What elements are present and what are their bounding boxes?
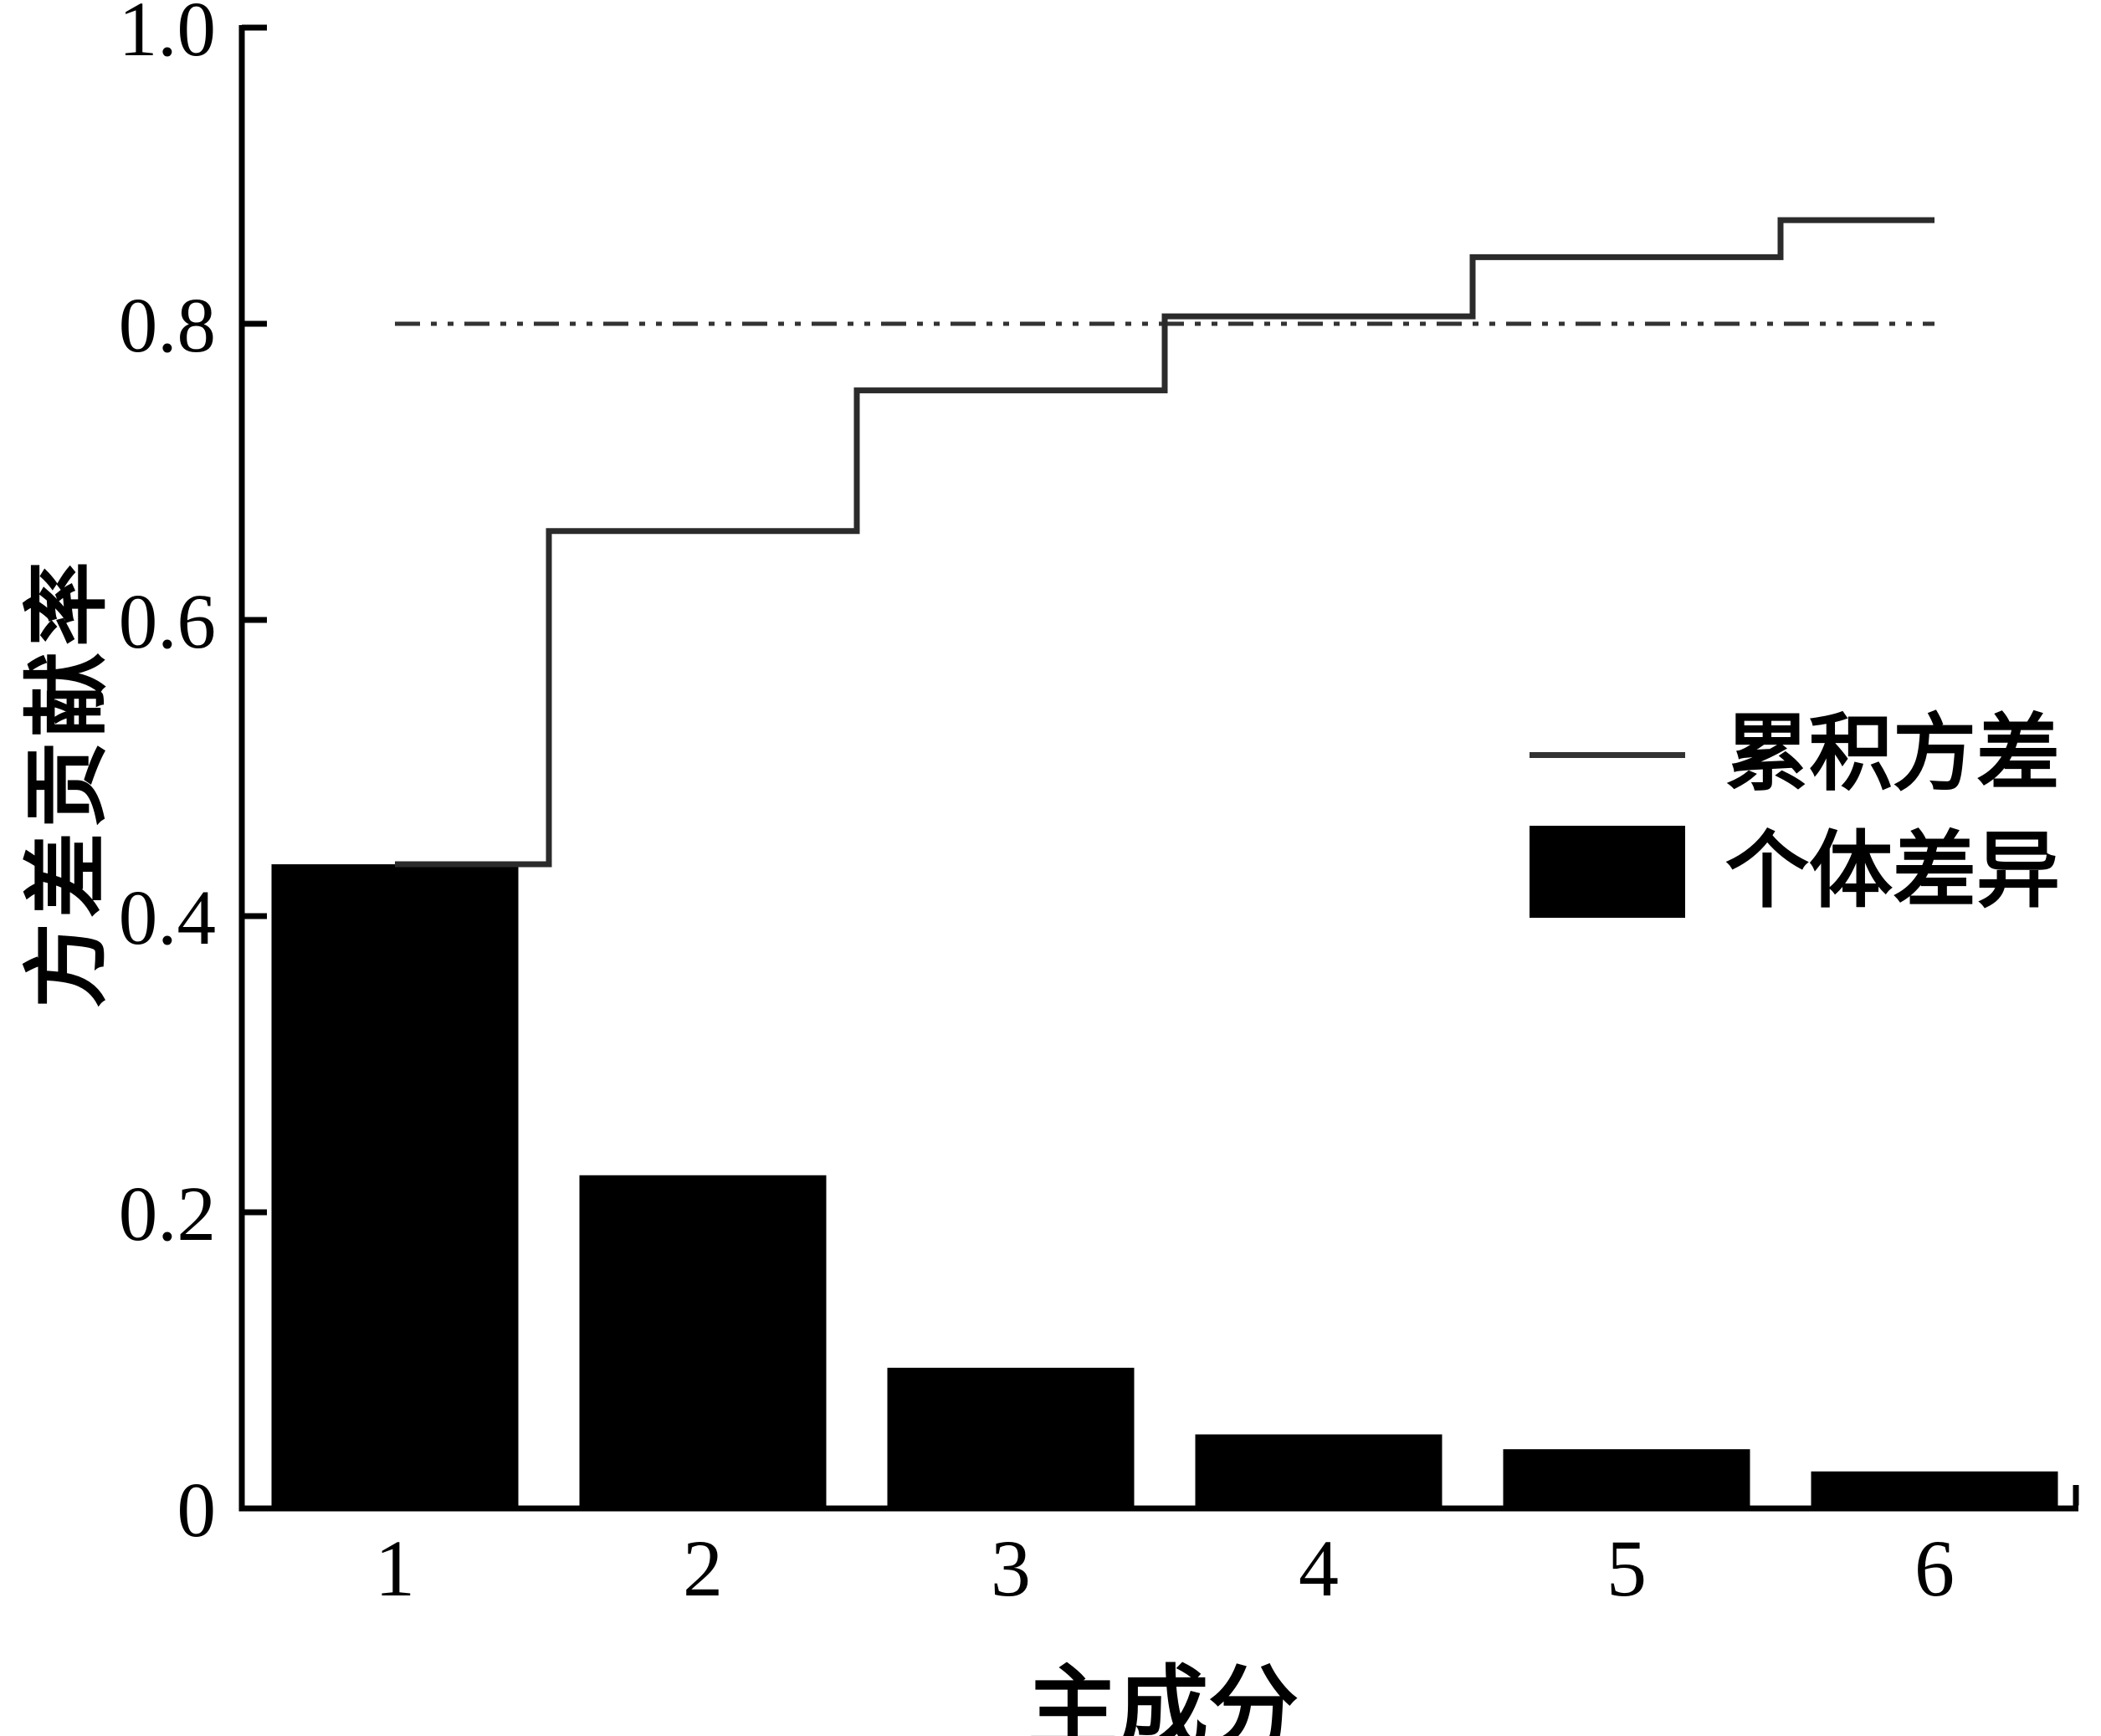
legend: 累积方差 个体差异 xyxy=(1530,699,2082,934)
bar-pc2[interactable] xyxy=(579,1175,827,1512)
y-tick-label-0.2: 0.2 xyxy=(119,1171,216,1257)
y-tick-label-0.6: 0.6 xyxy=(119,579,216,665)
legend-row-cumulative: 累积方差 xyxy=(1530,699,2082,810)
x-tick-label-2: 2 xyxy=(683,1523,723,1613)
bar-pc6[interactable] xyxy=(1811,1471,2058,1512)
x-tick-label-3: 3 xyxy=(991,1523,1031,1613)
cumulative-line-swatch xyxy=(1530,751,1685,758)
x-tick-label-6: 6 xyxy=(1914,1523,1955,1613)
cumulative-step-line[interactable] xyxy=(395,217,1934,868)
legend-row-individual: 个体差异 xyxy=(1530,817,2082,927)
y-tick-label-0: 0 xyxy=(177,1467,217,1554)
x-tick-label-5: 5 xyxy=(1606,1523,1647,1613)
x-axis-title: 主成分 xyxy=(1027,1660,1299,1736)
x-tick-label-1: 1 xyxy=(375,1523,415,1613)
x-tick-label-4: 4 xyxy=(1299,1523,1339,1613)
bar-pc4[interactable] xyxy=(1195,1434,1443,1512)
y-axis-title: 方差贡献率 xyxy=(21,556,116,1008)
legend-label-individual: 个体差异 xyxy=(1725,825,2060,918)
legend-label-cumulative: 累积方差 xyxy=(1725,708,2060,801)
individual-bar-swatch xyxy=(1530,826,1685,918)
bar-pc5[interactable] xyxy=(1503,1449,1750,1512)
y-tick-label-0.8: 0.8 xyxy=(119,283,216,369)
y-tick-label-0.4: 0.4 xyxy=(119,875,216,961)
bar-pc1[interactable] xyxy=(271,864,519,1512)
bar-pc3[interactable] xyxy=(887,1367,1135,1512)
y-tick-label-1.0: 1.0 xyxy=(119,0,216,73)
